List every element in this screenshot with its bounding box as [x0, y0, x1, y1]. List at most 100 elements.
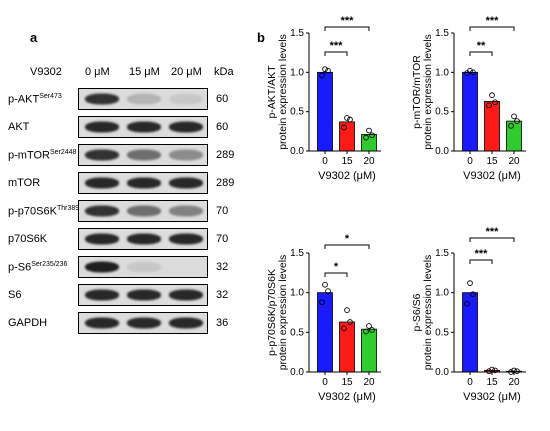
blot-band — [169, 233, 203, 245]
blot-kda: 60 — [216, 93, 229, 105]
y-tick-label: 0.5 — [435, 107, 449, 118]
data-point — [344, 115, 350, 121]
blot-kda: 289 — [216, 177, 235, 189]
blot-kda: 289 — [216, 149, 235, 161]
blot-band — [127, 317, 161, 329]
data-point — [492, 99, 498, 106]
treatment-label: V9302 — [30, 66, 62, 78]
x-tick-label: 0 — [467, 377, 473, 388]
data-point — [508, 122, 514, 129]
bar — [317, 292, 333, 373]
chart-p-s6: 0.0 0.5 1.0 1.5 0 15 20 V9302 (μM) p-S6/S6 protei… — [411, 226, 526, 403]
data-point — [322, 66, 328, 73]
sig-label: * — [334, 261, 339, 273]
y-tick-label: 1.0 — [290, 288, 304, 299]
sig-bracket — [469, 26, 515, 31]
blot-strip — [78, 256, 208, 278]
x-tick-label: 0 — [467, 156, 473, 167]
blot-band — [127, 93, 161, 105]
blot-kda: 70 — [216, 233, 229, 245]
blot-row-label: p-p70S6KThr389 — [8, 205, 80, 218]
blot-band — [169, 289, 203, 301]
y-axis-label: p-mTOR/mTOR — [411, 55, 423, 129]
sig-bracket — [324, 272, 348, 277]
blot-row-label: p-AKTSer473 — [8, 93, 62, 106]
sig-label: *** — [341, 15, 355, 27]
data-point — [514, 118, 520, 124]
data-point — [369, 327, 375, 333]
sig-label: *** — [330, 40, 344, 52]
blot-band — [169, 205, 203, 217]
data-point — [489, 92, 495, 98]
chart-p-p70s6k: 0.0 0.5 1.0 1.5 0 15 20 V9302 (μM) p-p70S6K/p70S… — [266, 233, 381, 403]
blot-kda: 70 — [216, 205, 229, 217]
blot-row-label: p70S6K — [8, 233, 48, 245]
blot-band — [127, 205, 161, 217]
blot-strip — [78, 312, 208, 334]
blot-strip — [78, 144, 208, 166]
x-tick-label: 15 — [341, 156, 353, 167]
blot-band — [169, 121, 203, 133]
blot-row-label: p-mTORSer2448 — [8, 149, 77, 162]
sig-bracket — [324, 51, 348, 56]
blot-strip — [78, 228, 208, 250]
data-point — [467, 67, 473, 74]
blot-band — [169, 93, 203, 105]
blot-band — [127, 177, 161, 189]
y-tick-label: 1.0 — [290, 67, 304, 78]
blot-band — [85, 121, 119, 133]
data-point — [366, 127, 372, 134]
blot-kda: 60 — [216, 121, 229, 133]
blot-band — [169, 149, 203, 161]
blot-band — [127, 289, 161, 301]
data-point — [325, 288, 331, 294]
data-point — [470, 291, 476, 298]
sig-label: * — [345, 233, 350, 245]
data-point — [492, 367, 498, 374]
data-point — [319, 72, 325, 79]
x-axis-label: V9302 (μM) — [318, 391, 376, 403]
data-point — [366, 323, 372, 329]
sig-bracket — [324, 26, 370, 31]
y-tick-label: 1.5 — [290, 248, 304, 259]
chart-p-mtor: 0.0 0.5 1.0 1.5 0 15 20 V9302 (μM) p-mTOR/mTOR pr… — [411, 15, 526, 182]
blot-strip — [78, 88, 208, 110]
sig-bracket — [469, 259, 493, 264]
y-axis-label: p-AKT/AKT — [266, 65, 278, 119]
blot-band — [127, 121, 161, 133]
data-point — [325, 67, 331, 74]
y-tick-label: 0.5 — [290, 327, 304, 338]
bar — [484, 101, 500, 152]
data-point — [470, 69, 476, 76]
sig-label: *** — [486, 15, 500, 27]
y-tick-label: 0.0 — [435, 146, 449, 157]
chart-p-akt: 0.0 0.5 1.0 1.5 0 15 20 V9302 (μM) p-AKT/AKT prot… — [266, 15, 381, 182]
blot-band — [85, 93, 119, 105]
data-point — [511, 113, 517, 120]
data-point — [369, 132, 375, 139]
blot-row-label: AKT — [8, 121, 30, 133]
blot-band — [85, 261, 119, 273]
blot-band — [85, 289, 119, 301]
blot-strip — [78, 284, 208, 306]
sig-label: *** — [475, 248, 489, 260]
data-point — [467, 280, 473, 286]
data-point — [363, 134, 369, 141]
data-point — [486, 102, 492, 109]
y-axis-label: p-p70S6K/p70S6K — [266, 269, 278, 356]
blot-band — [85, 177, 119, 189]
y-tick-label: 1.5 — [435, 248, 449, 259]
sig-bracket — [324, 244, 370, 249]
blot-kda: 32 — [216, 289, 229, 301]
y-axis-label-2: protein expression levels — [277, 255, 289, 371]
y-tick-label: 0.0 — [290, 146, 304, 157]
x-axis-label: V9302 (μM) — [318, 170, 376, 182]
blot-kda: 32 — [216, 261, 229, 273]
data-point — [464, 300, 470, 307]
x-tick-label: 20 — [363, 377, 375, 388]
y-axis-label: p-S6/S6 — [411, 293, 423, 331]
y-tick-label: 1.0 — [435, 288, 449, 299]
x-tick-label: 20 — [363, 156, 375, 167]
kda-header: kDa — [214, 66, 234, 78]
x-axis-label: V9302 (μM) — [463, 391, 521, 403]
